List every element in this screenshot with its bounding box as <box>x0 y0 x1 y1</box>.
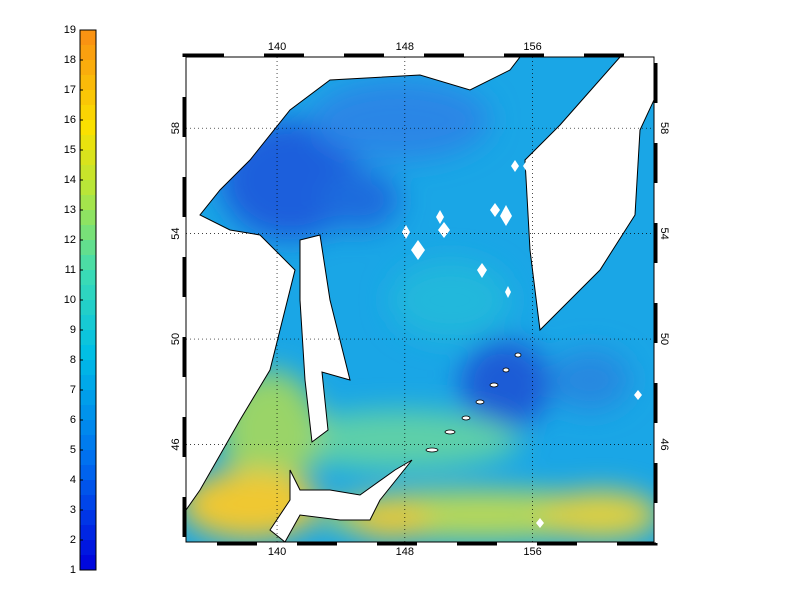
colorbar-tick-label: 11 <box>65 264 76 276</box>
map-frame <box>185 56 655 543</box>
colorbar-tick-label: 16 <box>64 114 76 126</box>
lat-tick-label-left: 54 <box>170 227 182 239</box>
colorbar-tick-label: 4 <box>70 474 76 486</box>
colorbar-band <box>80 450 96 466</box>
lat-tick-label-left: 46 <box>170 438 182 450</box>
lat-tick-label-left: 58 <box>170 122 182 134</box>
colorbar-band <box>80 495 96 511</box>
grid: 140 140 148 148 156 156 58 58 54 54 50 50 46 46 <box>170 41 670 558</box>
colorbar-tick-label: 17 <box>64 84 76 96</box>
colorbar-tick-label: 7 <box>70 384 76 396</box>
colorbar-band <box>80 45 96 61</box>
colorbar-band <box>80 315 96 331</box>
lat-tick-label-right: 54 <box>658 227 670 239</box>
colorbar-band <box>80 240 96 256</box>
colorbar-band <box>80 480 96 496</box>
colorbar-band <box>80 75 96 91</box>
colorbar-band <box>80 465 96 481</box>
colorbar-band <box>80 165 96 181</box>
colorbar-band <box>80 180 96 196</box>
colorbar-band <box>80 120 96 136</box>
colorbar-band <box>80 210 96 226</box>
colorbar-tick-label: 18 <box>64 54 76 66</box>
colorbar-tick-label: 13 <box>64 204 76 216</box>
lat-tick-label-right: 50 <box>658 333 670 345</box>
lon-tick-label-bottom: 156 <box>523 546 541 558</box>
colorbar-tick-label: 10 <box>64 294 76 306</box>
colorbar-band <box>80 375 96 391</box>
colorbar-tick-label: 12 <box>64 234 76 246</box>
colorbar-band <box>80 300 96 316</box>
colorbar-band <box>80 135 96 151</box>
colorbar-band <box>80 195 96 211</box>
colorbar-band <box>80 330 96 346</box>
lat-tick-label-right: 46 <box>658 438 670 450</box>
colorbar-band <box>80 510 96 526</box>
colorbar-band <box>80 285 96 301</box>
lon-tick-label-bottom: 140 <box>268 546 286 558</box>
colorbar-band <box>80 420 96 436</box>
lat-tick-label-right: 58 <box>658 122 670 134</box>
colorbar-band <box>80 255 96 271</box>
colorbar-band <box>80 360 96 376</box>
mainland <box>186 57 521 511</box>
colorbar-tick-label: 6 <box>70 414 76 426</box>
colorbar-band <box>80 555 96 571</box>
missing-data <box>402 160 642 528</box>
islands <box>425 352 522 453</box>
map-field <box>186 57 654 542</box>
colorbar-band <box>80 90 96 106</box>
colorbar-band <box>80 30 96 46</box>
colorbar-band <box>80 60 96 76</box>
colorbar-band <box>80 435 96 451</box>
colorbar-tick-label: 2 <box>70 534 76 546</box>
colorbar-tick-label: 14 <box>64 174 76 186</box>
colorbar-tick-label: 5 <box>70 444 76 456</box>
colorbar-band <box>80 405 96 421</box>
lon-tick-label-top: 148 <box>396 41 414 53</box>
colorbar-tick-label: 19 <box>64 24 76 36</box>
colorbar-band <box>80 525 96 541</box>
colorbar-band <box>80 540 96 556</box>
colorbar-band <box>80 390 96 406</box>
colorbar-tick-label: 9 <box>70 324 76 336</box>
colorbar-band <box>80 105 96 121</box>
colorbar-tick-label: 15 <box>64 144 76 156</box>
colorbar-band <box>80 225 96 241</box>
colorbar-tick-label: 1 <box>70 564 76 576</box>
lon-tick-label-bottom: 148 <box>396 546 414 558</box>
colorbar-band <box>80 270 96 286</box>
kamchatka <box>524 57 654 332</box>
colorbar-tick-label: 3 <box>70 504 76 516</box>
colorbar-band <box>80 345 96 361</box>
colorbar-tick-label: 8 <box>70 354 76 366</box>
hokkaido <box>269 459 413 542</box>
sakhalin <box>299 234 351 443</box>
lon-tick-label-top: 156 <box>523 41 541 53</box>
lat-tick-label-left: 50 <box>170 333 182 345</box>
lon-tick-label-top: 140 <box>268 41 286 53</box>
colorbar-band <box>80 150 96 166</box>
